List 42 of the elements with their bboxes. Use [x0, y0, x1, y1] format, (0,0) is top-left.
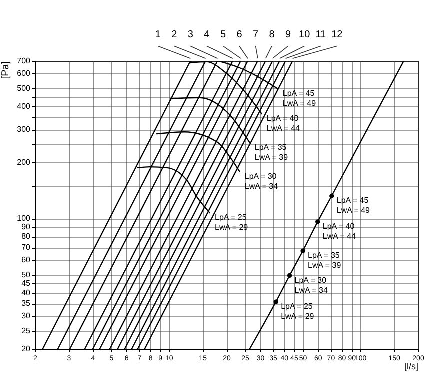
y-tick-label: 300 — [17, 125, 32, 134]
annotation: LpA = 35 LwA = 39 — [308, 251, 342, 270]
annotation: LpA = 25 LwA = 29 — [214, 213, 249, 232]
annotation: LpA = 45 LwA = 49 — [282, 88, 317, 108]
text: 1 — [155, 30, 162, 41]
text: 11 — [316, 30, 327, 41]
annotation: LpA = 40 LwA = 44 — [322, 222, 357, 241]
annotation: LpA = 25 LwA = 29 — [281, 302, 315, 322]
annotation: LpA = 30 LwA = 34 — [294, 276, 328, 295]
y-tick-label: 45 — [22, 278, 32, 288]
text: 3 — [188, 30, 194, 41]
y-tick-label: 40 — [22, 288, 32, 298]
text: 10 — [299, 30, 311, 41]
y-tick-label: 600 — [17, 68, 32, 78]
text: 5 — [220, 30, 226, 41]
text: 6 — [236, 30, 243, 41]
y-tick-label: 400 — [17, 102, 32, 111]
text: 12 — [332, 30, 344, 41]
text: 8 — [269, 30, 276, 41]
annotation: LpA = 35 LwA = 39 — [254, 142, 289, 162]
text: 2 — [172, 30, 178, 41]
y-tick-label: 20 — [22, 344, 32, 354]
text: 9 — [286, 30, 292, 41]
text: 4 — [204, 30, 210, 41]
y-tick-label: 30 — [22, 312, 32, 321]
y-tick-label: 200 — [17, 158, 32, 167]
y-tick-label: 25 — [22, 326, 32, 336]
text: 7 — [253, 30, 259, 41]
y-axis-title: [Pa] — [0, 61, 12, 80]
y-tick-label: 700 — [17, 56, 32, 66]
x-axis-title: [l/s] — [404, 362, 418, 372]
y-tick-label: 60 — [22, 256, 32, 265]
annotation: LpA = 40 LwA = 44 — [266, 114, 301, 133]
y-tick-label: 35 — [22, 299, 32, 308]
annotation: LpA = 45 LwA = 49 — [336, 196, 371, 216]
y-tick-label: 70 — [22, 243, 32, 252]
y-tick-label: 500 — [17, 84, 32, 93]
y-tick-label: 100 — [17, 214, 32, 224]
y-tick-label: 80 — [22, 232, 32, 242]
y-tick-label: 90 — [22, 222, 32, 232]
annotation: LpA = 30 LwA = 34 — [244, 172, 279, 191]
y-tick-label: 50 — [22, 270, 32, 280]
